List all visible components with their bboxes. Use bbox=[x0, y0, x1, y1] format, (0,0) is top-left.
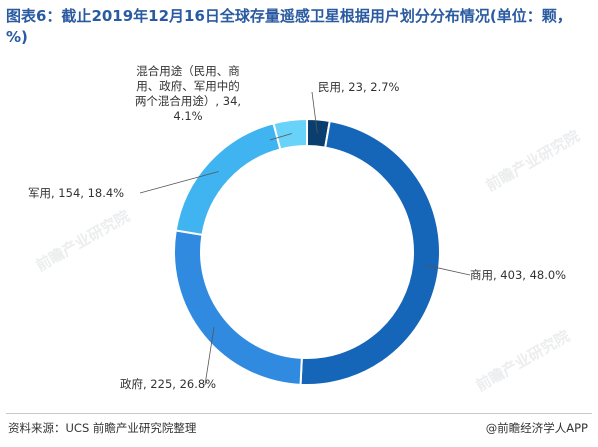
slice-commercial bbox=[299, 119, 441, 386]
brand-credit: @前瞻经济学人APP bbox=[485, 421, 588, 435]
slice-label-civil: 民用, 23, 2.7% bbox=[318, 80, 400, 94]
source-note: 资料来源：UCS 前瞻产业研究院整理 bbox=[8, 421, 197, 435]
leader-line-civil bbox=[311, 91, 318, 133]
slice-label-commercial: 商用, 403, 48.0% bbox=[470, 268, 567, 282]
slice-label-military: 军用, 154, 18.4% bbox=[28, 186, 125, 200]
slice-government bbox=[173, 229, 303, 386]
leader-line-military bbox=[139, 171, 219, 194]
leader-line-mixed bbox=[269, 133, 292, 141]
leader-line-government bbox=[204, 327, 215, 386]
leader-line-commercial bbox=[425, 264, 471, 276]
footer-divider bbox=[6, 413, 592, 414]
slice-label-mixed: 混合用途（民用、商用、政府、军用中的两个混合用途）, 34, 4.1% bbox=[134, 64, 242, 123]
chart-title: 图表6：截止2019年12月16日全球存量遥感卫星根据用户划分分布情况(单位：颗… bbox=[6, 7, 572, 46]
slice-label-government: 政府, 225, 26.8% bbox=[120, 377, 217, 391]
